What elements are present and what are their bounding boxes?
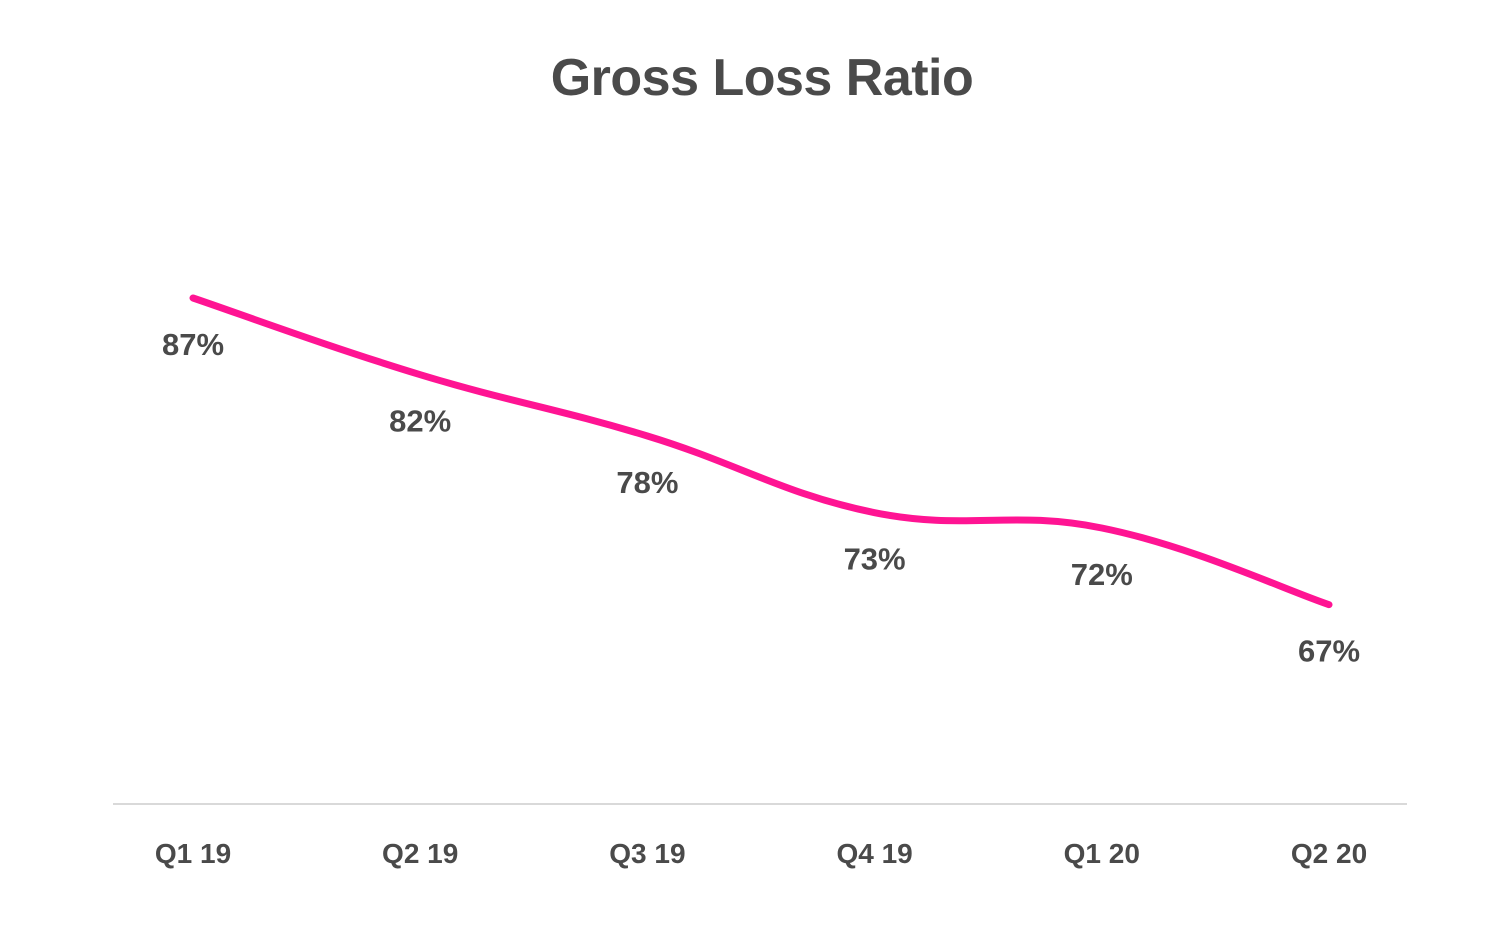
data-label: 72% [1071,557,1133,592]
chart-title: Gross Loss Ratio [550,49,974,107]
series-line [189,294,1333,609]
x-tick-label: Q3 19 [609,838,685,869]
data-label: 82% [389,404,451,439]
x-tick-label: Q2 20 [1291,838,1367,869]
data-label: 73% [844,542,906,577]
data-label: 78% [616,465,678,500]
x-tick-label: Q2 19 [382,838,458,869]
x-tick-label: Q4 19 [836,838,912,869]
x-tick-label: Q1 19 [155,838,231,869]
x-tick-label: Q1 20 [1064,838,1140,869]
data-label: 67% [1298,634,1360,669]
data-label: 87% [162,327,224,362]
